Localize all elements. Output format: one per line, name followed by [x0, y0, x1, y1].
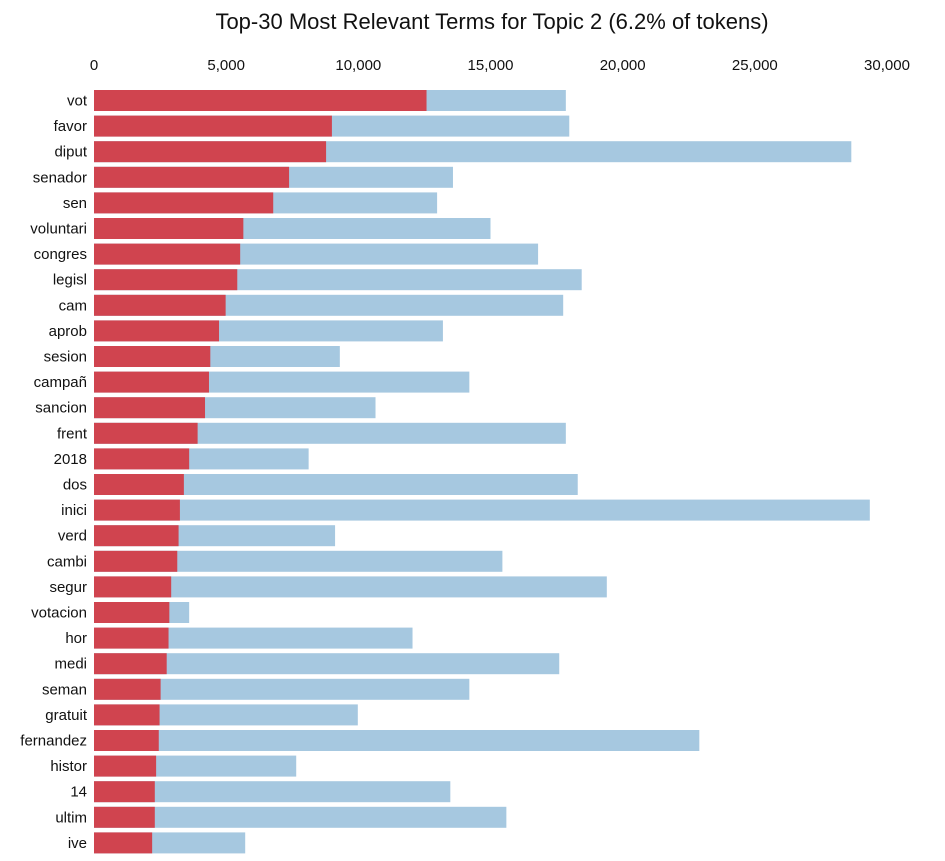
term-label: ive — [68, 835, 87, 852]
topic-term-bar — [94, 90, 427, 111]
total-term-bar — [94, 550, 503, 572]
x-axis-ticks: 0 5,000 10,000 15,000 20,000 25,000 30,000 — [90, 57, 910, 74]
term-label: segur — [49, 579, 87, 596]
total-term-bar — [94, 576, 607, 598]
x-tick-label: 25,000 — [732, 57, 778, 74]
total-term-bar — [94, 730, 700, 751]
term-label: seman — [42, 681, 87, 698]
term-label: sancion — [35, 400, 87, 417]
topic-term-bar — [94, 192, 274, 214]
topic-term-bar — [94, 781, 155, 803]
topic-term-bar — [94, 166, 290, 188]
term-label: gratuit — [45, 707, 88, 724]
term-label: cam — [59, 297, 87, 314]
term-label: aprob — [49, 323, 87, 340]
term-label: verd — [58, 528, 87, 545]
term-label: 2018 — [54, 451, 87, 468]
topic-term-bar — [94, 243, 241, 265]
total-term-bar — [94, 806, 507, 828]
topic-term-bar — [94, 294, 226, 316]
topic-term-bar — [94, 474, 184, 495]
term-label: diput — [54, 144, 87, 161]
term-label: dos — [63, 477, 87, 494]
x-tick-label: 0 — [90, 57, 98, 74]
topic-term-bar — [94, 115, 332, 137]
term-label: sesion — [44, 349, 87, 366]
topic-term-bar — [94, 806, 155, 828]
topic-term-bar — [94, 653, 167, 675]
topic-term-bar — [94, 550, 178, 572]
chart-title: Top-30 Most Relevant Terms for Topic 2 (… — [215, 9, 768, 34]
total-term-bar — [94, 781, 451, 803]
x-tick-label: 30,000 — [864, 57, 910, 74]
topic-term-bar — [94, 602, 170, 623]
term-label: campañ — [34, 374, 87, 391]
total-term-bar — [94, 627, 413, 649]
total-term-bar — [94, 704, 358, 726]
topic-term-bar — [94, 755, 157, 777]
term-label: frent — [57, 425, 88, 442]
total-term-bar — [94, 422, 566, 444]
term-label: ultim — [55, 809, 87, 826]
term-label: vot — [67, 93, 88, 110]
term-label: medi — [54, 656, 87, 673]
topic-term-bar — [94, 346, 211, 367]
topic-term-bar — [94, 397, 206, 419]
term-label: favor — [54, 118, 87, 135]
topic-term-bar — [94, 371, 209, 393]
term-label: senador — [33, 169, 87, 186]
term-label: sen — [63, 195, 87, 212]
topic-term-bar — [94, 499, 180, 521]
term-label: fernandez — [20, 733, 87, 750]
topic-term-bar — [94, 627, 169, 649]
topic-term-bar — [94, 832, 153, 854]
topic-term-bar — [94, 704, 160, 726]
term-label: cambi — [47, 553, 87, 570]
total-term-bar — [94, 678, 470, 700]
topic-term-bar — [94, 448, 190, 470]
topic-term-bar — [94, 576, 172, 598]
term-label: voluntari — [30, 221, 87, 238]
term-label: votacion — [31, 605, 87, 622]
term-label: histor — [50, 758, 87, 775]
x-tick-label: 20,000 — [600, 57, 646, 74]
total-term-bar — [94, 474, 578, 495]
topic-term-bar — [94, 269, 238, 291]
topic-term-bar — [94, 525, 179, 547]
topic-term-bar — [94, 218, 244, 239]
total-term-bar — [94, 499, 870, 521]
topic-term-bar — [94, 678, 161, 700]
term-labels: vot favor diput senador sen voluntari congres l… — [20, 93, 88, 852]
term-label: congres — [34, 246, 87, 263]
total-term-bar — [94, 653, 560, 675]
term-label: legisl — [53, 272, 87, 289]
topic-term-bar — [94, 730, 159, 751]
x-tick-label: 10,000 — [335, 57, 381, 74]
topic-term-bar — [94, 141, 327, 163]
topic-frequency-bars — [94, 90, 427, 854]
term-label: hor — [65, 630, 87, 647]
topic-term-bar — [94, 422, 198, 444]
x-tick-label: 15,000 — [468, 57, 514, 74]
x-tick-label: 5,000 — [207, 57, 245, 74]
topic-term-bar — [94, 320, 220, 342]
term-label: 14 — [70, 784, 87, 801]
term-label: inici — [61, 502, 87, 519]
